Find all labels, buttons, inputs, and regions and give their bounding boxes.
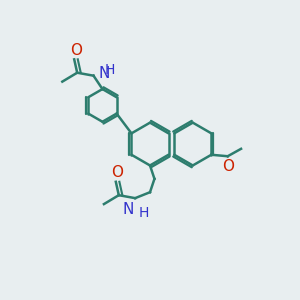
- Text: O: O: [222, 159, 234, 174]
- Text: N: N: [122, 202, 134, 217]
- Text: O: O: [70, 43, 82, 58]
- Text: H: H: [105, 63, 115, 77]
- Text: O: O: [111, 165, 123, 180]
- Text: N: N: [99, 66, 110, 81]
- Text: H: H: [139, 206, 149, 220]
